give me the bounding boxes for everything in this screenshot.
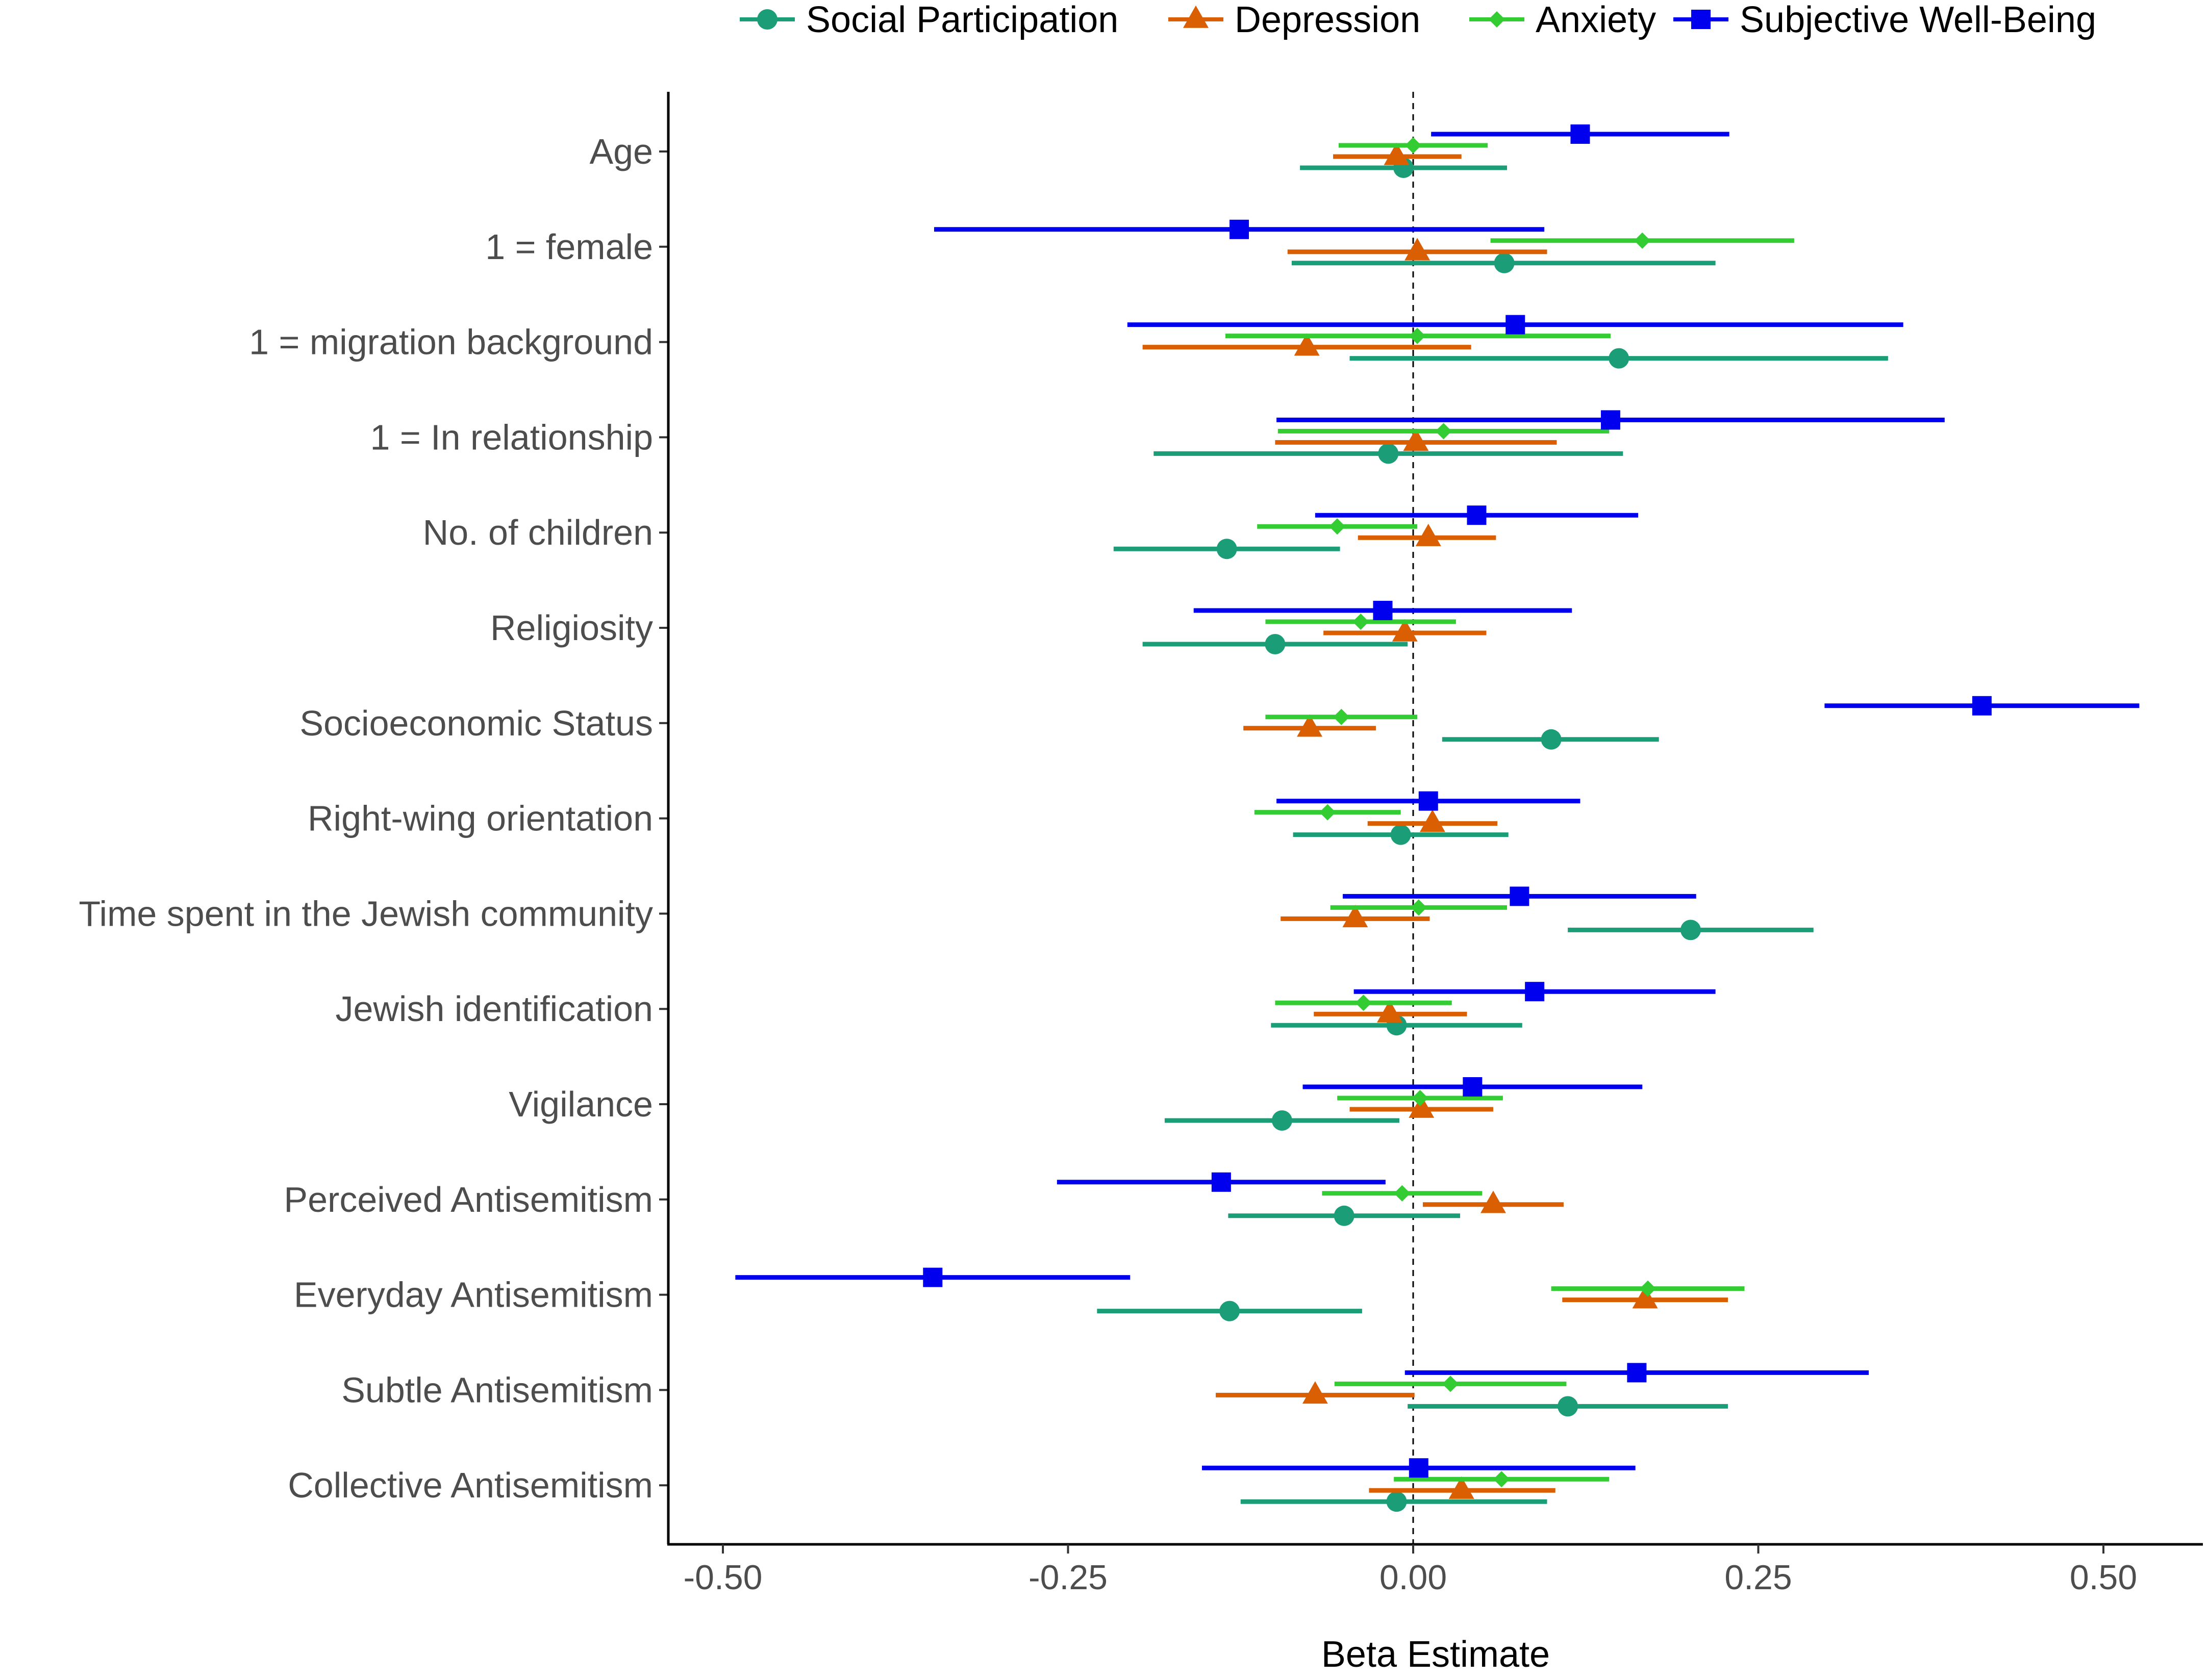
legend-marker — [1489, 11, 1505, 28]
point-marker — [1510, 886, 1529, 906]
point-marker — [1392, 619, 1418, 642]
point-marker — [1373, 601, 1393, 620]
point-marker — [1394, 1185, 1411, 1202]
legend-marker — [1691, 10, 1711, 29]
y-tick-label: Religiosity — [490, 608, 653, 648]
point-marker — [1632, 1286, 1658, 1309]
point-marker — [1419, 809, 1445, 832]
point-marker — [1376, 1000, 1402, 1023]
point-marker — [1972, 696, 1992, 716]
point-marker — [1230, 219, 1249, 239]
point-marker — [1390, 824, 1411, 845]
point-marker — [1634, 232, 1651, 249]
x-tick-label: -0.50 — [684, 1558, 763, 1597]
point-marker — [1409, 1095, 1435, 1118]
y-tick-label: Right-wing orientation — [308, 799, 653, 838]
legend-item: Social Participation — [740, 0, 1118, 40]
point-marker — [1570, 124, 1590, 144]
y-tick-label: Jewish identification — [335, 989, 653, 1029]
point-marker — [1680, 920, 1701, 940]
series-social-participation — [1097, 158, 1888, 1512]
y-tick-label: No. of children — [423, 513, 653, 552]
point-marker — [1480, 1190, 1506, 1213]
point-marker — [1609, 348, 1629, 369]
point-marker — [1211, 1172, 1231, 1192]
point-marker — [1329, 518, 1346, 535]
point-marker — [1448, 1476, 1474, 1499]
series-depression — [1142, 142, 1728, 1499]
point-marker — [1600, 410, 1620, 430]
point-marker — [1409, 327, 1426, 344]
y-tick-label: Socioeconomic Status — [299, 703, 653, 743]
y-tick-label: Time spent in the Jewish community — [79, 894, 653, 933]
point-marker — [1404, 238, 1431, 261]
y-tick-label: 1 = migration background — [249, 322, 653, 362]
point-marker — [1334, 1205, 1354, 1226]
x-tick-label: 0.50 — [2070, 1558, 2137, 1597]
point-marker — [1333, 708, 1350, 725]
x-tick-label: -0.25 — [1028, 1558, 1108, 1597]
y-tick-label: Perceived Antisemitism — [284, 1180, 653, 1219]
point-marker — [1216, 539, 1237, 559]
point-marker — [1558, 1396, 1578, 1417]
point-marker — [1319, 804, 1336, 821]
legend: Social Participation Depression Anxiety Sub… — [740, 0, 2096, 40]
point-marker — [1386, 1491, 1407, 1512]
point-marker — [1355, 995, 1372, 1011]
point-marker — [1415, 523, 1441, 546]
point-marker — [1342, 905, 1368, 928]
point-marker — [1410, 899, 1427, 916]
y-tick-label: 1 = female — [485, 227, 653, 267]
point-marker — [1219, 1301, 1240, 1321]
point-marker — [1384, 142, 1410, 165]
point-marker — [1525, 982, 1545, 1002]
point-marker — [1405, 137, 1421, 154]
y-tick-label: Age — [589, 132, 653, 171]
legend-item: Anxiety — [1469, 0, 1656, 40]
point-marker — [1418, 791, 1438, 811]
legend-marker — [757, 9, 777, 30]
point-marker — [1378, 443, 1399, 464]
series-anxiety — [1225, 137, 1794, 1488]
legend-label: Subjective Well-Being — [1740, 0, 2096, 40]
legend-item: Subjective Well-Being — [1673, 0, 2096, 40]
point-marker — [923, 1267, 943, 1287]
point-marker — [1352, 614, 1369, 630]
point-marker — [1409, 1458, 1428, 1478]
point-marker — [1265, 634, 1286, 654]
legend-label: Depression — [1235, 0, 1420, 40]
point-marker — [1494, 252, 1515, 273]
x-tick-label: 0.25 — [1724, 1558, 1792, 1597]
legend-item: Depression — [1168, 0, 1420, 40]
point-marker — [1463, 1077, 1483, 1097]
point-marker — [1302, 1381, 1328, 1404]
y-tick-label: 1 = In relationship — [370, 417, 653, 457]
y-tick-label: Subtle Antisemitism — [341, 1370, 653, 1410]
point-marker — [1627, 1363, 1647, 1383]
point-marker — [1541, 729, 1562, 750]
point-marker — [1271, 1110, 1292, 1131]
point-marker — [1435, 423, 1452, 440]
y-tick-label: Everyday Antisemitism — [294, 1275, 653, 1315]
point-marker — [1493, 1471, 1510, 1488]
x-axis-title: Beta Estimate — [1321, 1634, 1550, 1675]
point-marker — [1467, 505, 1487, 525]
y-tick-label: Vigilance — [509, 1084, 653, 1124]
point-marker — [1294, 333, 1320, 356]
point-marker — [1403, 428, 1429, 451]
point-marker — [1297, 714, 1323, 737]
axes: Age 1 = female 1 = migration background 1 =… — [79, 92, 2203, 1597]
point-marker — [1640, 1280, 1657, 1297]
legend-marker — [1183, 5, 1209, 28]
legend-label: Anxiety — [1536, 0, 1656, 40]
legend-label: Social Participation — [806, 0, 1118, 40]
data-marks — [735, 124, 2140, 1512]
y-tick-label: Collective Antisemitism — [288, 1465, 653, 1505]
point-marker — [1442, 1376, 1459, 1392]
point-marker — [1506, 315, 1525, 335]
point-marker — [1412, 1090, 1428, 1106]
series-subjective-well-being — [735, 124, 2140, 1478]
x-tick-label: 0.00 — [1379, 1558, 1447, 1597]
